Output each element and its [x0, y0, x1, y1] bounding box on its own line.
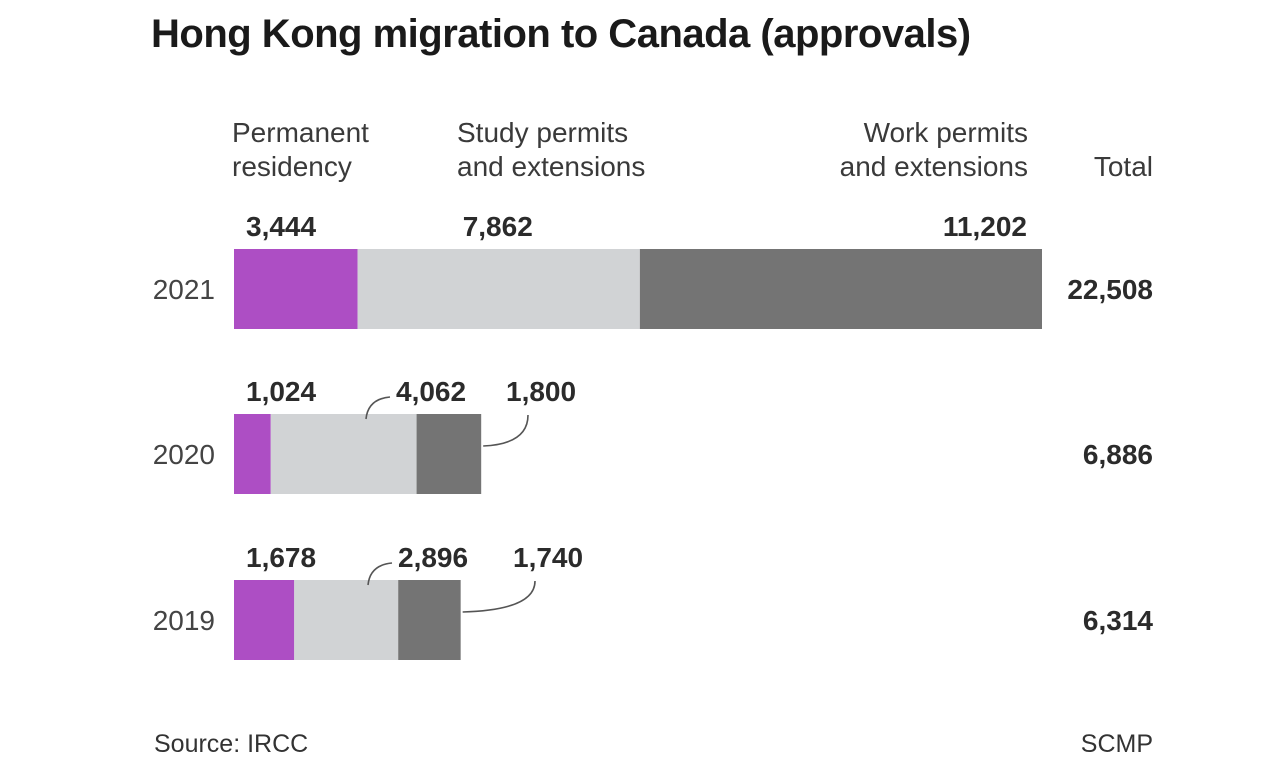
value-label-permanent-2020: 1,024: [246, 376, 316, 407]
bar-segment-work-2019: [398, 580, 461, 660]
header-total: Total: [1093, 151, 1153, 182]
header-study-line1: Study permits: [457, 117, 629, 148]
header-permanent-line2: residency: [232, 151, 352, 182]
bar-segment-work-2020: [416, 414, 482, 494]
value-label-study-2021: 7,862: [463, 211, 533, 242]
header-work-line1: Work permits: [863, 117, 1028, 148]
header-work-line2: and extensions: [839, 151, 1028, 182]
chart-title: Hong Kong migration to Canada (approvals…: [151, 12, 971, 56]
value-label-permanent-2019: 1,678: [246, 542, 316, 573]
value-label-work-2019: 1,740: [513, 542, 583, 573]
header-permanent-residency: Permanent residency: [232, 116, 369, 184]
total-label-2020: 6,886: [1083, 439, 1153, 470]
bar-segment-study-2019: [294, 580, 399, 660]
source-note: Source: IRCC: [154, 730, 309, 758]
bar-segment-permanent-2019: [234, 580, 295, 660]
leader-line-work-2019: [462, 580, 536, 613]
value-label-permanent-2021: 3,444: [246, 211, 316, 242]
bar-segment-study-2020: [270, 414, 417, 494]
bar-segment-permanent-2021: [234, 249, 358, 329]
leader-line-study-2019: [367, 562, 393, 586]
header-study-permits: Study permits and extensions: [457, 116, 645, 184]
leader-line-study-2020: [365, 396, 391, 420]
value-label-study-2019: 2,896: [398, 542, 468, 573]
header-study-line2: and extensions: [457, 151, 646, 182]
year-label-2020: 2020: [153, 439, 215, 470]
header-work-permits: Work permits and extensions: [840, 116, 1028, 184]
leader-line-work-2020: [483, 414, 529, 447]
header-permanent-line1: Permanent: [232, 117, 369, 148]
total-label-2019: 6,314: [1083, 605, 1153, 636]
bar-segment-study-2021: [357, 249, 640, 329]
bar-segment-permanent-2020: [234, 414, 271, 494]
value-label-study-2020: 4,062: [396, 376, 466, 407]
credit-note: SCMP: [1080, 730, 1153, 758]
year-label-2019: 2019: [153, 605, 215, 636]
value-label-work-2020: 1,800: [506, 376, 576, 407]
value-label-work-2021: 11,202: [943, 211, 1027, 242]
bar-segment-work-2021: [639, 249, 1042, 329]
year-label-2021: 2021: [153, 274, 215, 305]
total-label-2021: 22,508: [1067, 274, 1153, 305]
